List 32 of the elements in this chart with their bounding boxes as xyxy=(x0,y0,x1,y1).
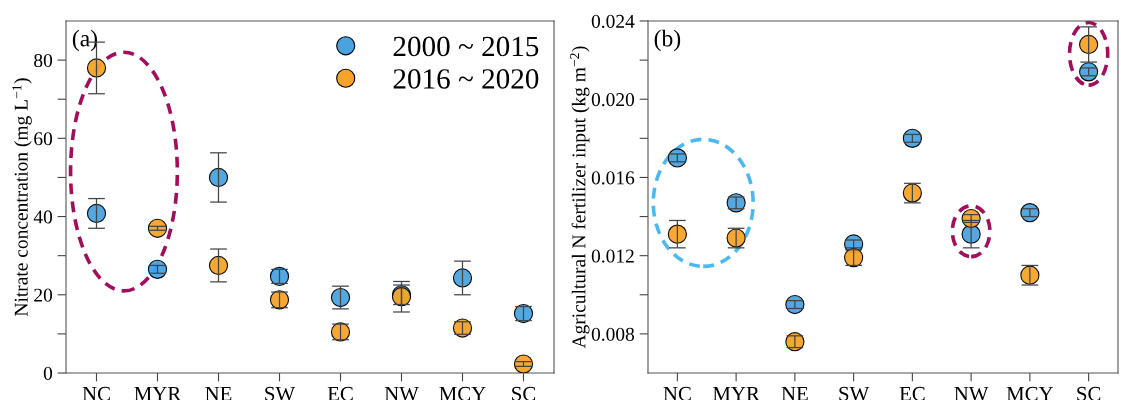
legend-label: 2016 ~ 2020 xyxy=(393,69,539,89)
annotation: (b) xyxy=(654,29,681,52)
x-tick-label: EC xyxy=(327,386,353,400)
x-tick-label: SW xyxy=(839,386,870,400)
x-tick-label: NE xyxy=(205,387,232,400)
x-tick-label: EC xyxy=(899,386,925,400)
x-tick-label: SC xyxy=(512,386,536,400)
x-tick-label: MCY xyxy=(439,386,486,400)
y-tick-label: 0.020 xyxy=(591,93,635,107)
x-tick-label: NE xyxy=(781,387,808,400)
x-tick-label: MYR xyxy=(712,387,760,400)
y-tick-label: 0.016 xyxy=(591,171,635,185)
legend-label: 2000 ~ 2015 xyxy=(393,36,539,57)
x-tick-label: NW xyxy=(954,387,989,400)
y-tick-label: 0.024 xyxy=(591,14,635,29)
y-tick-label: 20 xyxy=(34,288,53,302)
x-tick-label: NC xyxy=(663,386,691,400)
x-tick-label: MYR xyxy=(134,387,182,400)
x-tick-label: SW xyxy=(265,386,296,400)
y-tick-label: 0 xyxy=(43,366,53,380)
y-tick-label: 40 xyxy=(33,210,53,224)
x-tick-label: SC xyxy=(1077,386,1101,400)
y-tick-label: 60 xyxy=(34,132,53,146)
y-axis-title: Nitrate concentration (mg L$^{−1}$) xyxy=(12,78,32,317)
y-tick-label: 0.008 xyxy=(591,327,635,341)
y-axis-title: Agricultural N fertilizer input (kg m$^{−2}$) xyxy=(570,46,590,349)
x-tick-label: MCY xyxy=(1006,386,1054,400)
x-tick-label: NW xyxy=(384,387,419,400)
y-tick-label: 80 xyxy=(34,53,53,68)
x-tick-label: NC xyxy=(82,386,110,400)
y-tick-label: 0.012 xyxy=(591,249,634,263)
annotation: (a) xyxy=(72,29,98,52)
